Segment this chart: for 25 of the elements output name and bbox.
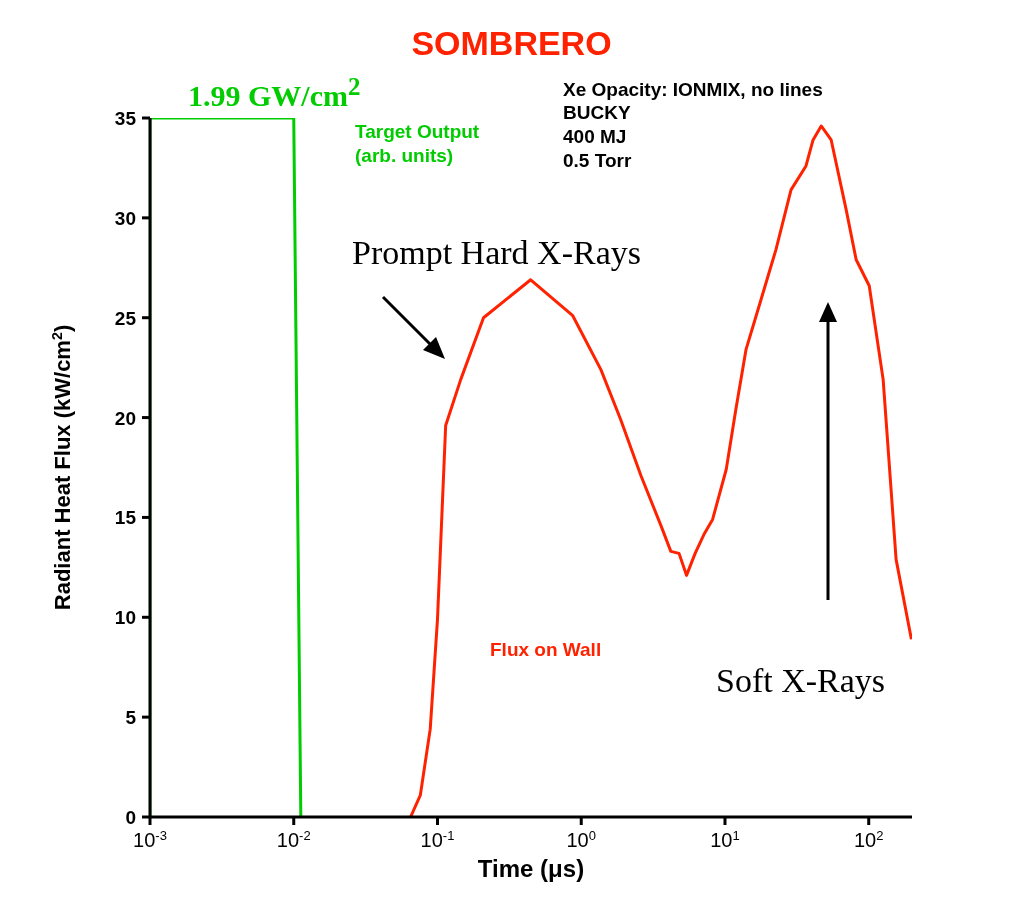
y-tick-label: 5: [125, 707, 137, 729]
y-tick-label: 10: [114, 607, 136, 629]
text: Xe Opacity: IONMIX, no lines: [563, 79, 823, 100]
y-tick-label: 15: [114, 507, 137, 529]
annotation: BUCKY: [563, 102, 631, 123]
y-tick-label: 20: [114, 407, 136, 429]
x-tick-label: 10$^{1}$: [710, 827, 740, 851]
y-tick-label: 25: [114, 307, 137, 329]
x-axis-title: Time (μs): [477, 855, 585, 882]
y-tick-label: 35: [114, 108, 137, 129]
x-tick-label: 10$^{-2}$: [276, 827, 311, 851]
annotation: 400 MJ: [563, 126, 627, 147]
y-tick-label: 0: [125, 807, 136, 828]
x-tick-label: 10$^{2}$: [853, 827, 884, 851]
x-tick-label: 10$^{-3}$: [133, 827, 167, 851]
x-tick-label: 10$^{-1}$: [420, 827, 455, 851]
text: Flux on Wall: [490, 638, 603, 662]
text: Target Output (arb. units): [355, 120, 481, 168]
text: 1.99 GW/cm$^{2}$: [188, 73, 361, 112]
y-tick-label: 30: [114, 207, 136, 229]
annotation: Prompt Hard X-Rays: [352, 234, 641, 271]
x-tick-label: 10$^{0}$: [566, 827, 596, 851]
chart-title: SOMBRERO: [410, 24, 613, 63]
annotation: 0.5 Torr: [563, 150, 632, 171]
annotation: Soft X-Rays: [716, 662, 886, 699]
